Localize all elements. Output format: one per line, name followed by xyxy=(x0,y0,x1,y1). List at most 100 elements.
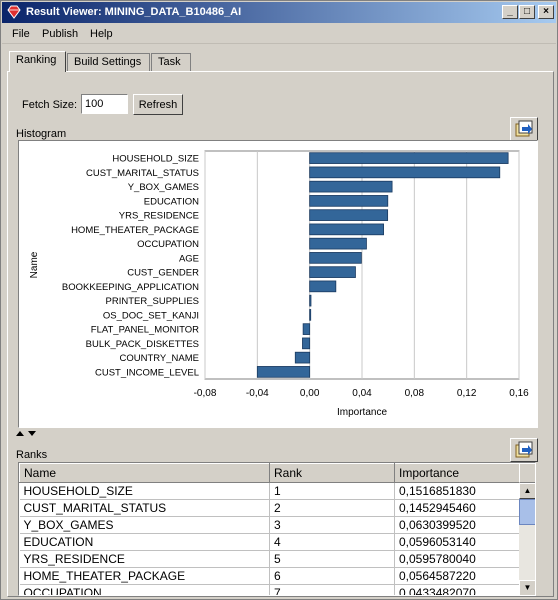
bar xyxy=(309,266,356,278)
window-title: Result Viewer: MINING_DATA_B10486_AI xyxy=(26,6,242,18)
column-header-importance[interactable]: Importance xyxy=(394,463,520,483)
category-label: Y_BOX_GAMES xyxy=(128,182,199,193)
category-label: OS_DOC_SET_KANJI xyxy=(103,310,199,321)
bar xyxy=(309,223,384,236)
cell-name: Y_BOX_GAMES xyxy=(19,516,270,534)
ranking-panel: Fetch Size: Refresh Histogram -0,08 -0,04… xyxy=(7,71,554,597)
ranks-export-button[interactable] xyxy=(510,438,538,462)
y-axis-label: Name xyxy=(29,251,40,278)
bar xyxy=(302,337,311,350)
cell-rank: 6 xyxy=(269,567,395,585)
cell-name: CUST_MARITAL_STATUS xyxy=(19,499,270,517)
x-tick-label: 0,08 xyxy=(405,388,425,399)
category-label: AGE xyxy=(179,253,199,264)
bar xyxy=(309,280,337,293)
scroll-thumb[interactable] xyxy=(519,499,535,525)
export-icon xyxy=(515,120,533,137)
cell-name: EDUCATION xyxy=(19,533,270,551)
table-header-row: Name Rank Importance xyxy=(19,463,520,483)
table-row[interactable]: OCCUPATION 7 0,0433482070 xyxy=(19,584,520,595)
bar xyxy=(309,152,509,164)
cell-rank: 2 xyxy=(269,499,395,517)
cell-importance: 0,1452945460 xyxy=(394,499,520,517)
splitter-arrows-icon[interactable] xyxy=(14,429,44,437)
ranks-table: Name Rank Importance HOUSEHOLD_SIZE 1 0,15… xyxy=(18,462,536,596)
bar xyxy=(309,195,389,207)
cell-rank: 1 xyxy=(269,482,395,500)
category-label: HOUSEHOLD_SIZE xyxy=(112,154,199,165)
histogram-export-button[interactable] xyxy=(510,117,538,141)
category-label: CUST_GENDER xyxy=(127,268,199,279)
cell-importance: 0,0433482070 xyxy=(394,584,520,595)
tab-ranking-label: Ranking xyxy=(16,54,57,66)
menu-file[interactable]: File xyxy=(12,28,30,40)
table-row[interactable]: EDUCATION 4 0,0596053140 xyxy=(19,533,520,551)
tab-task[interactable]: Task xyxy=(151,53,191,71)
category-label: PRINTER_SUPPLIES xyxy=(106,296,199,307)
bar xyxy=(309,166,501,179)
category-label: COUNTRY_NAME xyxy=(119,353,199,364)
table-row[interactable]: HOME_THEATER_PACKAGE 6 0,0564587220 xyxy=(19,567,520,585)
cell-importance: 0,0596053140 xyxy=(394,533,520,551)
tab-build-settings-label: Build Settings xyxy=(74,56,142,68)
minimize-button[interactable]: _ xyxy=(502,5,518,19)
cell-rank: 5 xyxy=(269,550,395,568)
tab-build-settings[interactable]: Build Settings xyxy=(67,53,150,71)
column-header-name[interactable]: Name xyxy=(19,463,270,483)
x-tick-label: 0,00 xyxy=(300,388,320,399)
category-label: HOME_THEATER_PACKAGE xyxy=(71,225,199,236)
category-label: CUST_MARITAL_STATUS xyxy=(86,168,199,179)
cell-name: YRS_RESIDENCE xyxy=(19,550,270,568)
cell-importance: 0,1516851830 xyxy=(394,482,520,500)
table-row[interactable]: CUST_MARITAL_STATUS 2 0,1452945460 xyxy=(19,499,520,517)
category-label: OCCUPATION xyxy=(137,239,199,250)
maximize-button[interactable]: □ xyxy=(519,5,535,19)
cell-rank: 4 xyxy=(269,533,395,551)
x-tick-label: 0,16 xyxy=(509,388,529,399)
bar xyxy=(309,180,393,193)
bar xyxy=(294,351,311,364)
menu-publish[interactable]: Publish xyxy=(42,28,79,40)
menu-bar: File Publish Help xyxy=(2,24,556,44)
table-row[interactable]: Y_BOX_GAMES 3 0,0630399520 xyxy=(19,516,520,534)
cell-importance: 0,0564587220 xyxy=(394,567,520,585)
export-icon xyxy=(515,441,533,458)
histogram-label: Histogram xyxy=(16,128,67,140)
category-label: BULK_PACK_DISKETTES xyxy=(86,339,199,350)
x-axis-label: Importance xyxy=(337,407,387,418)
refresh-button[interactable]: Refresh xyxy=(133,94,183,115)
ranks-grid: Name Rank Importance HOUSEHOLD_SIZE 1 0,15… xyxy=(19,463,520,595)
x-tick-label: 0,04 xyxy=(352,388,372,399)
cell-name: HOME_THEATER_PACKAGE xyxy=(19,567,270,585)
category-label: YRS_RESIDENCE xyxy=(119,211,199,222)
cell-rank: 7 xyxy=(269,584,395,595)
histogram-chart: -0,08 -0,04 0,00 0,04 0,08 0,12 0,16 HOUSEHOLD_… xyxy=(18,140,538,428)
scroll-up-button[interactable]: ▲ xyxy=(519,483,535,499)
cell-rank: 3 xyxy=(269,516,395,534)
column-header-rank[interactable]: Rank xyxy=(269,463,395,483)
scrollbar-header-corner xyxy=(519,463,535,483)
table-row[interactable]: YRS_RESIDENCE 5 0,0595780040 xyxy=(19,550,520,568)
bar xyxy=(309,309,312,321)
table-row[interactable]: HOUSEHOLD_SIZE 1 0,1516851830 xyxy=(19,482,520,500)
histogram-svg: -0,08 -0,04 0,00 0,04 0,08 0,12 0,16 HOUSEHOLD_… xyxy=(29,150,529,418)
title-bar[interactable]: Result Viewer: MINING_DATA_B10486_AI _ □… xyxy=(2,2,556,23)
ranks-scrollbar[interactable]: ▲ ▼ xyxy=(519,463,535,595)
menu-help[interactable]: Help xyxy=(90,28,113,40)
scroll-down-button[interactable]: ▼ xyxy=(519,580,535,595)
bar xyxy=(309,294,312,307)
gem-icon xyxy=(7,5,21,19)
fetch-size-input[interactable] xyxy=(81,94,128,114)
x-tick-label: -0,08 xyxy=(194,388,217,399)
tab-task-label: Task xyxy=(158,56,181,68)
category-label: FLAT_PANEL_MONITOR xyxy=(91,325,199,336)
tab-ranking[interactable]: Ranking xyxy=(9,51,66,72)
category-label: CUST_INCOME_LEVEL xyxy=(95,367,199,378)
fetch-size-label: Fetch Size: xyxy=(22,99,78,111)
cell-name: OCCUPATION xyxy=(19,584,270,595)
x-tick-label: 0,12 xyxy=(457,388,477,399)
bar xyxy=(302,323,311,335)
bar xyxy=(309,237,367,250)
close-button[interactable]: × xyxy=(538,5,554,19)
